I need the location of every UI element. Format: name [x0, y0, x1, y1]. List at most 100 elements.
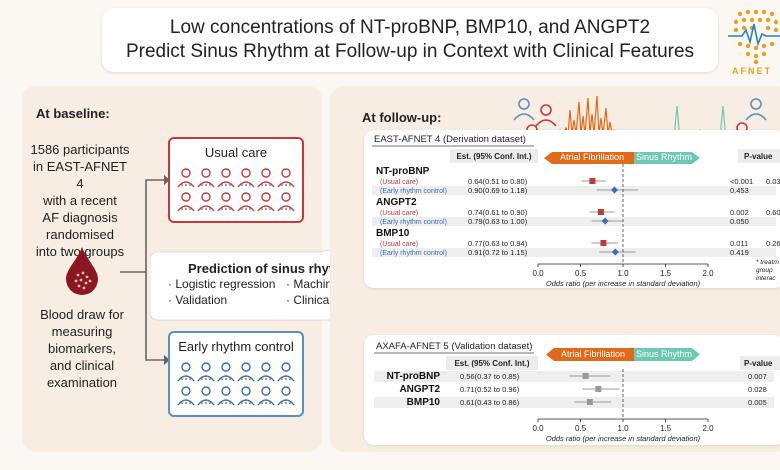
x-tick-label: 2.0 — [702, 424, 714, 433]
x-tick-label: 1.5 — [660, 269, 672, 278]
person-dot-icon — [265, 184, 267, 186]
row-shading — [372, 186, 776, 195]
person-body-icon — [277, 399, 295, 406]
sr-banner-label: Sinus Rhythm — [636, 349, 692, 359]
person-dot-icon — [265, 208, 267, 210]
blood-drop-icon — [66, 247, 98, 295]
estimate-text: 0.77(0.63 to 0.94) — [468, 239, 528, 248]
person-body-icon — [277, 205, 295, 212]
estimate-text: 0.64(0.51 to 0.80) — [468, 177, 528, 186]
estimate-marker — [597, 209, 604, 215]
person-head-icon — [221, 386, 231, 396]
person-dot-icon — [289, 208, 291, 210]
blood-draw-line: examination — [46, 375, 118, 390]
participants-line: with a recent — [43, 193, 117, 208]
person-dot-icon — [185, 402, 187, 404]
interaction-footnote: group — [756, 267, 773, 274]
person-dot-icon — [181, 208, 183, 210]
person-head-icon — [181, 362, 191, 372]
sr-banner-arrow — [634, 348, 700, 361]
blood-draw-line: measuring — [51, 324, 113, 339]
person-dot-icon — [249, 208, 251, 210]
person-body-icon — [197, 181, 215, 188]
person-head-icon — [241, 192, 251, 202]
person-body-icon — [237, 399, 255, 406]
af-banner-arrow — [546, 348, 634, 361]
person-dot-icon — [209, 402, 211, 404]
person-dot-icon — [241, 402, 243, 404]
logo-text: AFNET — [732, 66, 772, 76]
participants-text: 1586 participants in EAST-AFNET 4 with a… — [30, 141, 130, 260]
person-dot-icon — [249, 402, 251, 404]
person-dot-icon — [189, 402, 191, 404]
person-body-icon — [257, 375, 275, 382]
person-dot-icon — [209, 184, 211, 186]
person-head-icon — [241, 386, 251, 396]
person-dot-icon — [241, 378, 243, 380]
person-dot-icon — [281, 208, 283, 210]
person-head-icon — [221, 168, 231, 178]
blood-draw-text: Blood draw for measuring biomarkers, and… — [28, 306, 136, 391]
x-tick-label: 0.5 — [575, 269, 587, 278]
person-head-icon — [181, 168, 191, 178]
biomarker-name: ANGPT2 — [376, 197, 417, 208]
blood-draw-line: and clinical — [49, 358, 115, 373]
person-dot-icon — [285, 402, 287, 404]
person-dot-icon — [249, 184, 251, 186]
person-dot-icon — [205, 378, 207, 380]
row-shading — [374, 397, 774, 408]
person-body-icon — [177, 399, 195, 406]
person-body-icon — [177, 375, 195, 382]
person-body-icon — [217, 399, 235, 406]
early-rhythm-people-icon — [177, 362, 295, 406]
person-dot-icon — [225, 208, 227, 210]
person-body-icon — [217, 181, 235, 188]
person-body-icon — [197, 205, 215, 212]
person-dot-icon — [201, 402, 203, 404]
person-dot-icon — [221, 184, 223, 186]
usual-care-people-icon — [177, 168, 295, 212]
p-value: 0.453 — [730, 186, 749, 195]
p-value: 0.050 — [730, 217, 749, 226]
person-body-icon — [177, 181, 195, 188]
person-dot-icon — [289, 378, 291, 380]
person-dot-icon — [185, 378, 187, 380]
person-dot-icon — [241, 184, 243, 186]
x-axis-title: Odds ratio (per increase in standard dev… — [546, 434, 701, 443]
person-dot-icon — [245, 184, 247, 186]
person-body-icon — [277, 375, 295, 382]
person-dot-icon — [289, 402, 291, 404]
person-head-icon — [261, 362, 271, 372]
person-dot-icon — [229, 184, 231, 186]
person-head-icon — [181, 192, 191, 202]
estimate-text: 0.74(0.61 to 0.90) — [468, 208, 528, 217]
p-value: 0.011 — [730, 239, 748, 248]
person-head-icon — [201, 362, 211, 372]
person-head-icon — [241, 362, 251, 372]
participants-line: 1586 participants — [30, 142, 130, 157]
title-line-2: Predict Sinus Rhythm at Follow-up in Con… — [125, 41, 695, 62]
person-dot-icon — [209, 378, 211, 380]
person-head-icon — [201, 192, 211, 202]
person-body-icon — [177, 205, 195, 212]
person-dot-icon — [225, 378, 227, 380]
prediction-item: · Validation — [168, 293, 228, 307]
interaction-p-value: 0.26 — [766, 239, 780, 248]
person-dot-icon — [245, 378, 247, 380]
person-dot-icon — [229, 402, 231, 404]
person-head-icon — [281, 192, 291, 202]
person-dot-icon — [229, 208, 231, 210]
person-dot-icon — [265, 378, 267, 380]
x-tick-label: 0.0 — [532, 424, 544, 433]
person-dot-icon — [241, 208, 243, 210]
early-rhythm-control-group: Early rhythm control — [168, 331, 304, 417]
person-head-icon — [261, 192, 271, 202]
derivation-title: EAST-AFNET 4 (Derivation dataset) — [374, 134, 526, 145]
person-dot-icon — [269, 402, 271, 404]
p-value: 0.419 — [730, 248, 749, 257]
est-header-bg — [446, 356, 538, 370]
person-head-icon — [281, 386, 291, 396]
x-tick-label: 1.0 — [617, 269, 629, 278]
biomarker-name: NT-proBNP — [387, 371, 441, 382]
person-dot-icon — [225, 402, 227, 404]
